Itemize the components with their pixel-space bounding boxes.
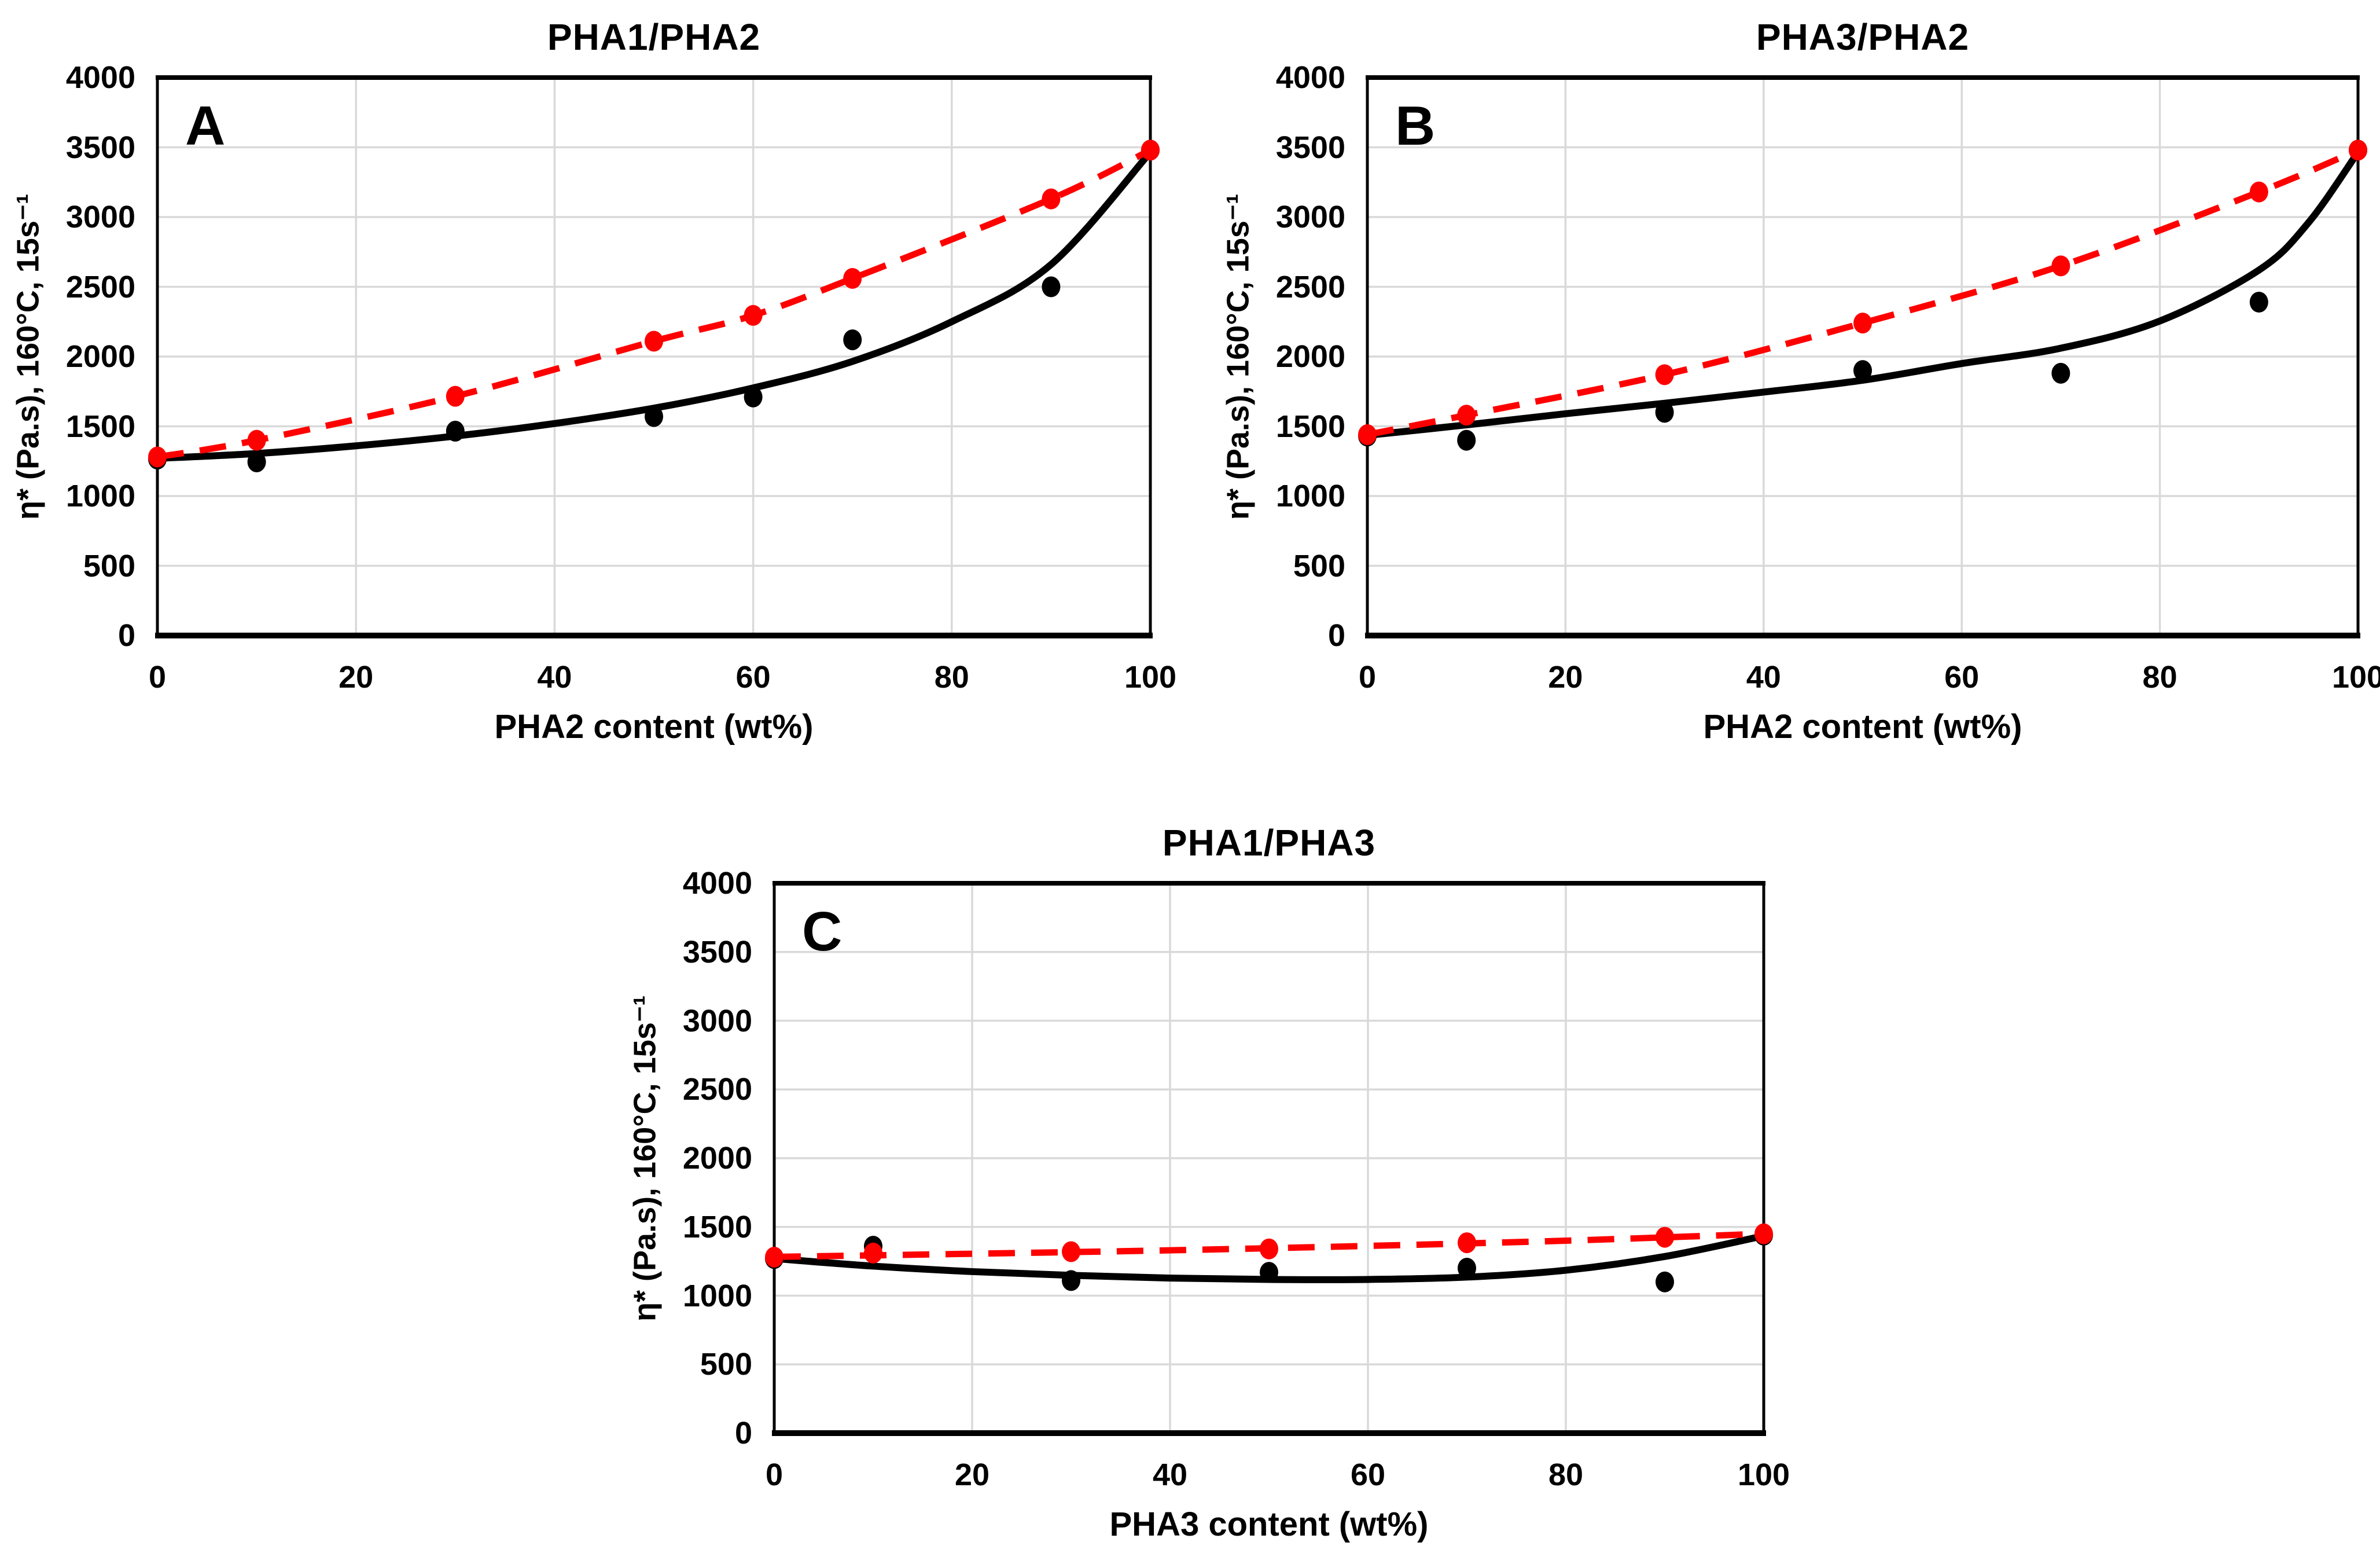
x-tick-label: 60 xyxy=(735,660,771,695)
data-point-black-measured xyxy=(1655,402,1674,423)
y-tick-label: 2500 xyxy=(682,1072,752,1107)
y-tick-label: 3000 xyxy=(65,200,135,234)
y-tick-label: 2500 xyxy=(1275,269,1345,304)
panel-letter: C xyxy=(802,901,843,963)
y-tick-label: 2000 xyxy=(682,1141,752,1176)
x-tick-label: 80 xyxy=(2142,660,2177,695)
data-point-black-measured xyxy=(1853,360,1872,381)
y-tick-label: 500 xyxy=(700,1347,752,1382)
x-tick-label: 80 xyxy=(934,660,969,695)
x-tick-label: 60 xyxy=(1944,660,1980,695)
chart-title: PHA3/PHA2 xyxy=(1756,16,1970,58)
x-tick-label: 20 xyxy=(954,1457,990,1492)
y-tick-label: 2500 xyxy=(65,269,135,304)
data-point-black-measured xyxy=(2051,362,2070,384)
x-tick-label: 20 xyxy=(339,660,374,695)
data-point-red-model xyxy=(1042,188,1061,210)
x-tick-label: 100 xyxy=(1124,660,1177,695)
x-tick-label: 40 xyxy=(1746,660,1781,695)
data-point-red-model xyxy=(1358,424,1377,445)
y-tick-label: 4000 xyxy=(65,60,135,95)
data-point-red-model xyxy=(843,268,862,289)
panel-letter: A xyxy=(185,95,226,157)
data-point-red-model xyxy=(2051,255,2070,277)
data-point-red-model xyxy=(744,304,763,326)
y-tick-label: 3500 xyxy=(1275,130,1345,165)
x-tick-label: 20 xyxy=(1548,660,1583,695)
data-point-red-model xyxy=(1260,1238,1278,1259)
data-point-black-measured xyxy=(1042,276,1061,298)
y-tick-label: 1500 xyxy=(1275,409,1345,444)
y-tick-label: 4000 xyxy=(1275,60,1345,95)
y-tick-label: 0 xyxy=(1327,618,1345,653)
data-point-black-measured xyxy=(744,386,763,407)
x-tick-label: 0 xyxy=(765,1457,783,1492)
y-tick-label: 3500 xyxy=(682,934,752,970)
chart-title: PHA1/PHA2 xyxy=(547,16,761,58)
x-tick-label: 100 xyxy=(2331,660,2380,695)
data-point-red-model xyxy=(2249,181,2268,203)
y-tick-label: 0 xyxy=(117,618,135,653)
data-point-black-measured xyxy=(1062,1270,1080,1291)
data-point-black-measured xyxy=(247,451,266,472)
chart-title: PHA1/PHA3 xyxy=(1162,822,1376,864)
y-tick-label: 3000 xyxy=(1275,200,1345,234)
data-point-black-measured xyxy=(645,406,663,427)
data-point-black-measured xyxy=(1260,1262,1278,1283)
y-tick-label: 0 xyxy=(734,1416,752,1450)
data-point-black-measured xyxy=(1656,1271,1674,1292)
x-axis-label: PHA2 content (wt%) xyxy=(1703,708,2022,746)
x-tick-label: 60 xyxy=(1350,1457,1386,1492)
data-point-black-measured xyxy=(446,420,465,442)
data-point-red-model xyxy=(1656,1226,1674,1248)
data-point-red-model xyxy=(645,331,663,352)
x-axis-label: PHA2 content (wt%) xyxy=(494,708,814,746)
data-point-red-model xyxy=(446,385,465,407)
data-point-red-model xyxy=(1458,1232,1476,1254)
y-tick-label: 3500 xyxy=(65,130,135,165)
data-point-red-model xyxy=(1655,364,1674,385)
y-tick-label: 500 xyxy=(83,548,135,583)
y-tick-label: 1000 xyxy=(65,479,135,513)
data-point-black-measured xyxy=(843,329,862,351)
fit-line-red-dashed-fit xyxy=(157,147,1152,460)
y-tick-label: 3000 xyxy=(682,1003,752,1038)
data-point-red-model xyxy=(1062,1241,1080,1262)
y-tick-label: 4000 xyxy=(682,866,752,901)
y-tick-label: 1500 xyxy=(682,1209,752,1244)
x-tick-label: 40 xyxy=(1152,1457,1188,1492)
data-point-red-model xyxy=(1853,313,1872,334)
x-tick-label: 80 xyxy=(1548,1457,1584,1492)
x-axis-label: PHA3 content (wt%) xyxy=(1109,1505,1429,1543)
panel-letter: B xyxy=(1395,95,1436,157)
data-point-red-model xyxy=(864,1242,882,1264)
data-point-red-model xyxy=(2349,139,2367,161)
data-point-red-model xyxy=(247,429,266,451)
data-point-black-measured xyxy=(1457,429,1476,451)
y-tick-label: 1000 xyxy=(682,1278,752,1313)
data-point-red-model xyxy=(1754,1223,1773,1244)
x-tick-label: 0 xyxy=(148,660,167,695)
y-tick-label: 1500 xyxy=(65,409,135,444)
data-point-black-measured xyxy=(2249,292,2268,313)
x-tick-label: 100 xyxy=(1737,1457,1790,1492)
data-point-red-model xyxy=(1141,139,1160,161)
y-tick-label: 2000 xyxy=(1275,339,1345,374)
x-tick-label: 40 xyxy=(537,660,572,695)
data-point-red-model xyxy=(148,446,167,468)
y-tick-label: 500 xyxy=(1293,548,1345,583)
data-point-red-model xyxy=(765,1247,783,1268)
fit-line-black-solid-fit xyxy=(154,148,1154,462)
data-point-black-measured xyxy=(1458,1258,1476,1279)
fit-line-red-dashed-fit xyxy=(1366,147,2360,438)
y-tick-label: 2000 xyxy=(65,339,135,374)
y-tick-label: 1000 xyxy=(1275,479,1345,513)
data-point-red-model xyxy=(1457,405,1476,426)
fit-line-black-solid-fit xyxy=(1364,148,2361,439)
x-tick-label: 0 xyxy=(1358,660,1377,695)
